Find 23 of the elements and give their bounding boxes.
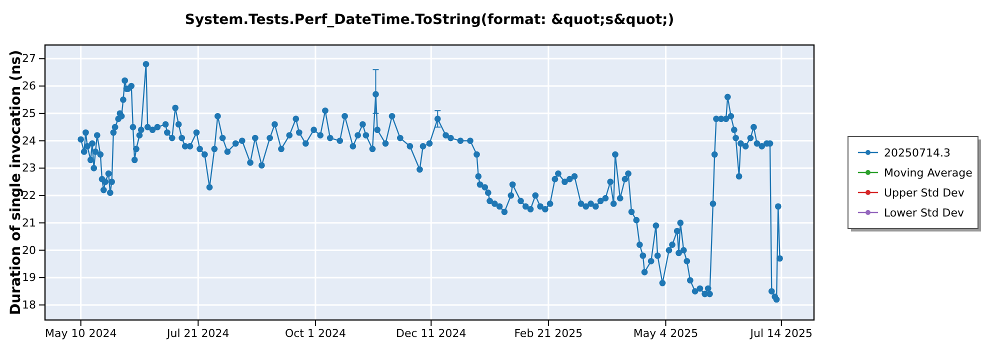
y-tick-label: 19 (22, 271, 36, 284)
legend-label: 20250714.3 (884, 146, 950, 160)
x-tick-label: Jul 14 2025 (749, 326, 813, 340)
y-tick-label: 22 (22, 189, 36, 202)
y-tick-label: 23 (22, 162, 36, 175)
y-tick-label: 18 (22, 298, 36, 312)
x-tick-label: May 4 2025 (633, 326, 698, 340)
x-tick-label: Jul 21 2024 (166, 326, 230, 340)
y-tick-label: 25 (22, 106, 36, 120)
y-tick-label: 20 (22, 244, 36, 257)
y-tick-label: 24 (22, 134, 36, 148)
legend-label: Moving Average (884, 166, 973, 180)
y-tick-label: 27 (22, 52, 36, 66)
x-tick-label: May 10 2024 (44, 326, 117, 340)
x-tick-label: Dec 11 2024 (396, 326, 466, 340)
y-axis-title: Duration of single invocation (ns) (8, 50, 24, 316)
legend-label: Lower Std Dev (884, 206, 964, 220)
chart-title: System.Tests.Perf_DateTime.ToString(format: &quot;s&quot;) (184, 12, 674, 28)
x-tick-label: Feb 21 2025 (514, 326, 583, 340)
legend-label: Upper Std Dev (884, 186, 965, 200)
x-tick-label: Oct 1 2024 (284, 326, 346, 340)
y-tick-label: 26 (22, 80, 36, 93)
y-tick-label: 21 (22, 216, 36, 230)
